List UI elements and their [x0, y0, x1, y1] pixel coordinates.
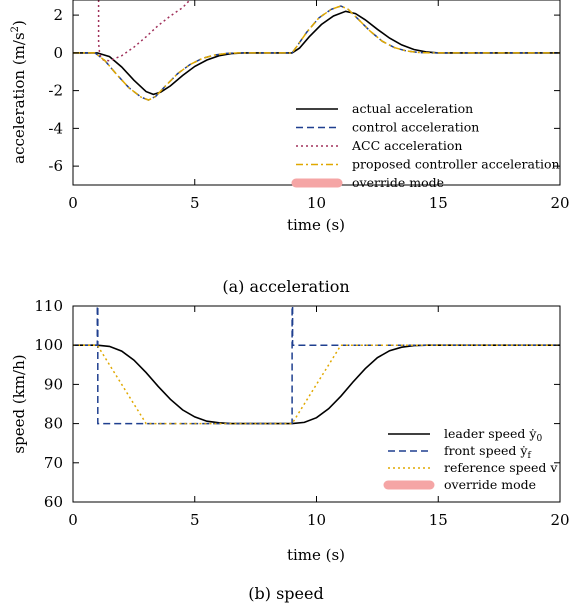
b-x-tick-label: 10 [307, 511, 326, 529]
b-legend-label-sub: f [527, 451, 531, 461]
a-y-tick-label: -2 [48, 82, 63, 100]
speed-plot-frame [72, 305, 561, 503]
speed-chart: 0 5 10 15 20 110 100 90 80 70 60 time (s) speed (k… [10, 297, 570, 603]
b-legend-label-text: override mode [444, 477, 536, 492]
speed-caption: (b) speed [248, 584, 323, 603]
acceleration-y-axis-label: acceleration (m/s2) [10, 20, 28, 164]
a-legend-label-text: proposed controller acceleration [352, 157, 560, 172]
a-x-tick-label: 0 [68, 194, 78, 212]
b-x-tick-label: 0 [68, 511, 78, 529]
b-series-1-line [73, 306, 560, 425]
a-legend-label-text: control acceleration [352, 120, 479, 135]
a-y-tick-label: 2 [53, 6, 63, 24]
b-legend-label-sub: 0 [536, 434, 542, 444]
a-y-tick-label: 0 [53, 44, 63, 62]
b-legend-label: override mode [444, 477, 536, 492]
a-x-tick-label: 5 [190, 194, 200, 212]
acceleration-y-axis-label-sup: 2 [10, 26, 21, 32]
b-y-tick-label: 70 [44, 454, 63, 472]
speed-y-axis-label: speed (km/h) [10, 354, 28, 453]
a-y-tick-label: -6 [48, 157, 63, 175]
a-legend-label: ACC acceleration [351, 138, 462, 153]
a-legend-label-text: actual acceleration [352, 101, 473, 116]
a-x-tick-label: 15 [429, 194, 448, 212]
a-legend-label: override mode [352, 175, 444, 190]
acceleration-x-axis-label: time (s) [287, 216, 345, 234]
b-x-tick-label: 5 [190, 511, 200, 529]
a-legend-label-text: ACC acceleration [351, 138, 462, 153]
a-series-2-line [97, 0, 191, 62]
acceleration-caption: (a) acceleration [222, 277, 349, 296]
b-legend-label: reference speed v [444, 460, 558, 475]
b-x-tick-label: 15 [429, 511, 448, 529]
b-legend-label-text: reference speed v [444, 460, 558, 475]
b-y-tick-label: 80 [44, 415, 63, 433]
a-x-tick-label: 10 [307, 194, 326, 212]
b-legend-label: front speed ẏf [444, 443, 531, 461]
a-legend-label: actual acceleration [352, 101, 473, 116]
speed-x-axis-label: time (s) [287, 546, 345, 564]
b-y-tick-label: 60 [44, 493, 63, 511]
b-y-tick-label: 110 [34, 297, 63, 315]
b-y-tick-label: 90 [44, 375, 63, 393]
a-legend-label-text: override mode [352, 175, 444, 190]
a-y-tick-label: -4 [48, 119, 63, 137]
a-x-tick-label: 20 [550, 194, 569, 212]
a-legend-label: proposed controller acceleration [352, 157, 560, 172]
acceleration-legend: actual acceleration control acceleration A… [291, 101, 560, 190]
a-legend-label: control acceleration [352, 120, 479, 135]
b-series-2-line [73, 344, 560, 425]
b-series-0-line [73, 344, 560, 425]
b-y-tick-label: 100 [34, 336, 63, 354]
b-x-tick-label: 20 [550, 511, 569, 529]
a-series-3-line [73, 5, 560, 101]
b-legend-label-text: front speed ẏ [444, 443, 528, 458]
b-legend-label: leader speed ẏ0 [444, 426, 542, 444]
b-legend-label-text: leader speed ẏ [444, 426, 537, 441]
